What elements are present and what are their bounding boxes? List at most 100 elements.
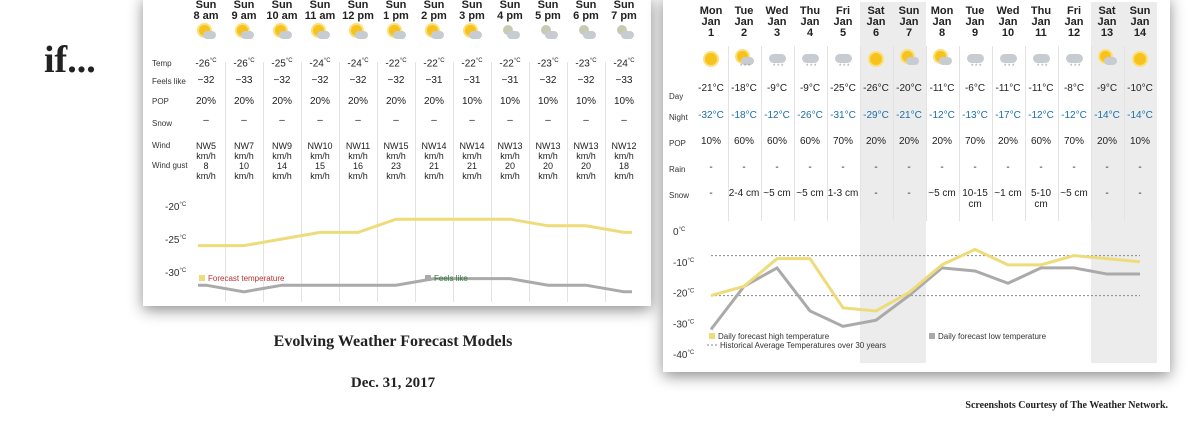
day-weekday: Thu <box>1030 5 1052 17</box>
temp-unit: °C <box>209 58 217 64</box>
day-date: 1 <box>707 27 715 39</box>
legend-daily-high: Daily forecast high temperature <box>718 332 830 341</box>
cloud-snow-icon: * * * <box>799 50 821 70</box>
hour-gust-unit: km/h <box>272 171 292 181</box>
day-date: 10 <box>1001 27 1015 39</box>
sun-cloud-icon <box>309 24 331 42</box>
day-month: Jan <box>965 16 985 28</box>
hour-gust: 14 <box>276 161 287 171</box>
day-night: -17°C <box>995 110 1021 121</box>
temp-unit: °C <box>361 58 369 64</box>
hour-temp: -26°C <box>225 58 263 69</box>
day-month: Jan <box>932 16 952 28</box>
day-night: -14°C <box>1127 110 1153 121</box>
day-weekday: Mon <box>930 5 954 17</box>
hour-time: 2 pm <box>421 10 447 22</box>
legend-forecast-temperature: Forecast temperature <box>208 274 285 283</box>
day-high: -21°C <box>698 83 724 94</box>
column-divider <box>727 46 729 221</box>
temp-value: -22 <box>385 58 400 70</box>
column-divider <box>301 62 302 302</box>
day-pop: 70% <box>964 136 985 147</box>
day-month: Jan <box>866 16 886 28</box>
hour-temp: -24°C <box>605 58 643 69</box>
day-rain: - <box>907 162 911 173</box>
hour-day: Sun <box>537 0 559 11</box>
column-divider <box>925 46 927 221</box>
day-rain: - <box>1006 162 1010 173</box>
hour-snow: – <box>507 115 513 126</box>
hour-wind: NW10 <box>307 141 333 151</box>
daily-y-tick: 0°C <box>673 227 686 238</box>
day-rain: - <box>709 162 713 173</box>
daily-row-label: Night <box>669 113 688 122</box>
hour-pop: 10% <box>613 96 634 107</box>
hourly-row-label: POP <box>152 97 169 106</box>
column-divider <box>339 62 340 302</box>
hour-time: 8 am <box>193 10 219 22</box>
hour-pop: 10% <box>499 96 520 107</box>
column-divider <box>958 46 960 221</box>
day-snow: - <box>907 188 911 199</box>
day-pop: 70% <box>832 136 853 147</box>
hour-day: Sun <box>499 0 521 11</box>
day-date: 7 <box>905 27 913 39</box>
column-divider <box>415 62 416 302</box>
day-weekday: Fri <box>1066 5 1082 17</box>
day-pop: 60% <box>799 136 820 147</box>
column-divider <box>1123 46 1125 221</box>
hour-snow: – <box>317 115 323 126</box>
hour-snow: – <box>469 115 475 126</box>
day-weekday: Thu <box>799 5 821 17</box>
hour-snow: – <box>241 115 247 126</box>
day-weekday: Sun <box>898 5 920 17</box>
cloud-snow-icon: * * * <box>997 50 1019 70</box>
hour-wind-unit: km/h <box>386 151 406 161</box>
hour-gust-unit: km/h <box>462 171 482 181</box>
daily-forecast-panel: Day Night POP Rain Snow Mon Jan 1 -21°C -32°C 10%… <box>663 0 1170 372</box>
hour-snow: – <box>279 115 285 126</box>
hour-temp: -26°C <box>187 58 225 69</box>
hour-pop: 20% <box>423 96 444 107</box>
day-month: Jan <box>998 16 1018 28</box>
hour-wind-unit: km/h <box>462 151 482 161</box>
day-weekday: Sat <box>1098 5 1116 17</box>
daily-row-label: Day <box>669 92 684 101</box>
day-rain: - <box>940 162 944 173</box>
hour-temp: -25°C <box>263 58 301 69</box>
hour-wind: NW14 <box>421 141 447 151</box>
hour-wind: NW14 <box>459 141 485 151</box>
day-weekday: Fri <box>835 5 851 17</box>
day-pop: 20% <box>865 136 886 147</box>
day-pop: 60% <box>733 136 754 147</box>
day-high: -11°C <box>995 83 1021 94</box>
day-pop: 20% <box>931 136 952 147</box>
day-date: 12 <box>1067 27 1081 39</box>
day-weekday: Mon <box>699 5 723 17</box>
sun-cloud-icon <box>385 24 407 42</box>
daily-y-tick: -30°C <box>673 319 695 330</box>
hourly-row-label: Wind <box>152 141 171 150</box>
hour-temp: -22°C <box>491 58 529 69</box>
legend-historical-average: Historical Average Temperatures over 30 … <box>720 341 886 350</box>
hour-temp: -24°C <box>301 58 339 69</box>
day-night: -12°C <box>764 110 790 121</box>
sun-cloud-icon <box>931 50 953 68</box>
hour-time: 11 am <box>304 10 336 22</box>
column-divider <box>1024 46 1026 221</box>
hour-pop: 10% <box>575 96 596 107</box>
temp-unit: °C <box>247 58 255 64</box>
moon-cloud-icon <box>613 24 635 42</box>
hour-time: 10 am <box>266 10 298 22</box>
hour-wind-unit: km/h <box>310 151 330 161</box>
hour-feels-like: −32 <box>387 75 405 86</box>
hourly-y-tick: -20°C <box>165 202 187 213</box>
hour-day: Sun <box>233 0 255 11</box>
hour-time: 7 pm <box>611 10 637 22</box>
day-rain: - <box>742 162 746 173</box>
hour-gust-unit: km/h <box>576 171 596 181</box>
hour-time: 4 pm <box>497 10 523 22</box>
day-snow: 2-4 cm <box>728 188 760 199</box>
hour-wind: NW13 <box>535 141 561 151</box>
day-night: -32°C <box>698 110 724 121</box>
